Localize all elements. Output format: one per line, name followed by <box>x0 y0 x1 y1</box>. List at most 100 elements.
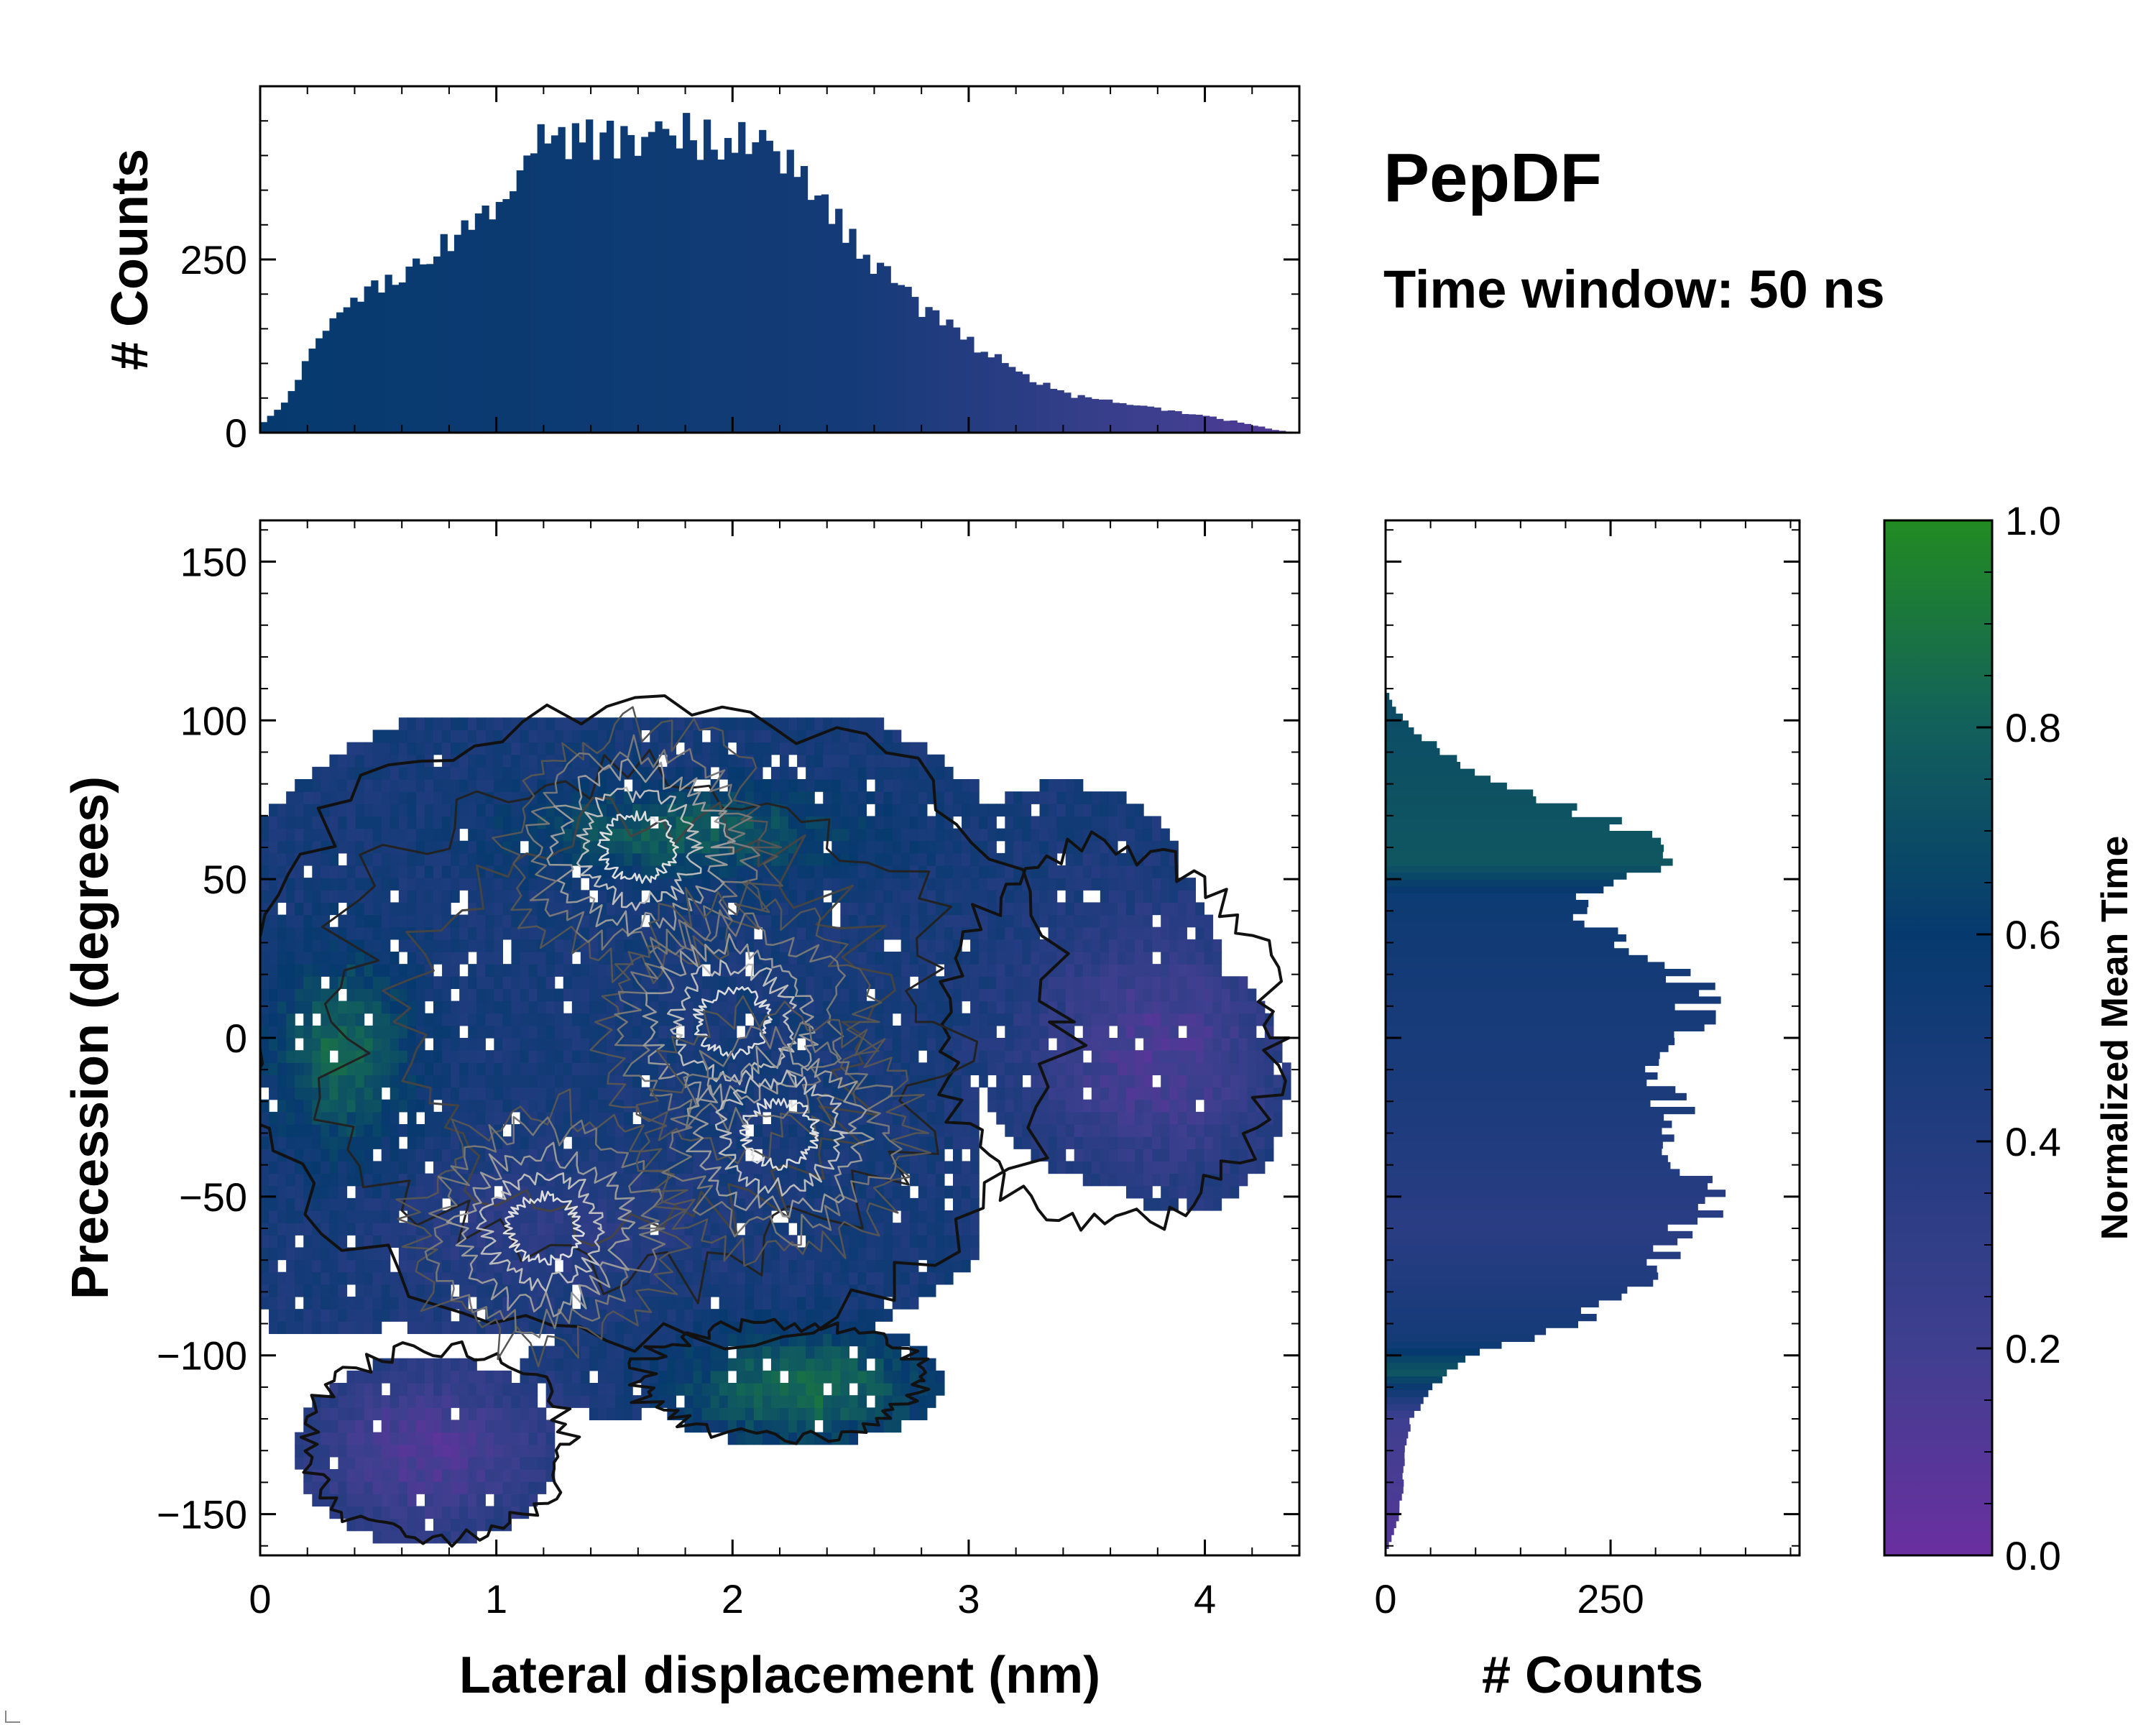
heatmap-cell <box>303 926 313 940</box>
heatmap-cell <box>650 779 659 792</box>
heatmap-cell <box>494 890 503 903</box>
heatmap-cell <box>1022 840 1032 854</box>
heatmap-cell <box>641 1284 650 1297</box>
heatmap-cell <box>468 890 477 903</box>
heatmap-cell <box>494 976 503 990</box>
heatmap-cell <box>658 1062 668 1076</box>
heatmap-cell <box>892 1000 902 1014</box>
heatmap-cell <box>329 865 339 878</box>
heatmap-cell <box>580 1111 590 1125</box>
heatmap-cell <box>658 1309 668 1322</box>
heatmap-cell <box>900 1235 911 1248</box>
heatmap-cell <box>831 742 841 755</box>
heatmap-cell <box>364 1161 374 1174</box>
heatmap-cell <box>753 1383 763 1396</box>
heatmap-cell <box>970 1185 980 1199</box>
heatmap-cell <box>442 1321 451 1335</box>
heatmap-cell <box>329 766 339 780</box>
heatmap-cell <box>875 939 885 952</box>
heatmap-cell <box>1013 952 1023 965</box>
heatmap-cell <box>849 988 859 1002</box>
heatmap-cell <box>840 791 849 804</box>
heatmap-cell <box>1031 952 1041 965</box>
heatmap-cell <box>849 1149 859 1162</box>
heatmap-cell <box>286 890 295 903</box>
heatmap-cell <box>676 766 686 780</box>
heatmap-cell <box>398 1444 408 1458</box>
heatmap-cell <box>468 754 477 768</box>
heatmap-cell <box>1005 1038 1014 1051</box>
heatmap-cell <box>372 1062 382 1076</box>
heatmap-cell <box>372 816 382 829</box>
heatmap-cell <box>381 1210 391 1223</box>
heatmap-cell <box>900 1025 911 1039</box>
heatmap-cell <box>1031 976 1041 990</box>
heatmap-cell <box>381 1025 391 1039</box>
heatmap-cell <box>476 1518 486 1532</box>
heatmap-cell <box>753 1346 763 1359</box>
heatmap-cell <box>494 1099 503 1113</box>
heatmap-cell <box>797 988 806 1002</box>
heatmap-cell <box>926 1235 936 1248</box>
heatmap-cell <box>875 1346 885 1359</box>
heatmap-cell <box>390 1210 400 1223</box>
heatmap-cell <box>979 1075 988 1088</box>
heatmap-cell <box>554 890 564 903</box>
heatmap-cell <box>372 1038 382 1051</box>
heatmap-cell <box>372 1235 382 1248</box>
heatmap-cell <box>624 1161 633 1174</box>
heatmap-cell <box>312 816 321 829</box>
heatmap-cell <box>321 1395 330 1408</box>
heatmap-cell <box>658 1383 668 1396</box>
heatmap-cell <box>451 1370 460 1384</box>
heatmap-cell <box>511 1075 521 1088</box>
heatmap-cell <box>295 1185 304 1199</box>
heatmap-cell <box>770 1284 780 1297</box>
heatmap-cell <box>909 1358 919 1371</box>
heatmap-cell <box>814 1297 824 1310</box>
heatmap-cell <box>831 1223 841 1236</box>
heatmap-cell <box>415 939 425 952</box>
heatmap-cell <box>831 1284 841 1297</box>
heatmap-cell <box>909 852 919 866</box>
heatmap-cell <box>329 1469 339 1482</box>
heatmap-cell <box>684 804 694 817</box>
heatmap-cell <box>866 1309 876 1322</box>
heatmap-cell <box>528 1444 538 1458</box>
heatmap-cell <box>580 1210 590 1223</box>
heatmap-cell <box>528 1185 538 1199</box>
heatmap-cell <box>451 1420 460 1433</box>
heatmap-cell <box>346 1025 356 1039</box>
heatmap-cell <box>390 1197 400 1211</box>
heatmap-cell <box>329 1309 339 1322</box>
heatmap-cell <box>468 1506 477 1519</box>
heatmap-cell <box>693 1420 703 1433</box>
heatmap-cell <box>502 1407 512 1421</box>
heatmap-cell <box>520 1050 530 1063</box>
heatmap-cell <box>433 1432 443 1445</box>
heatmap-cell <box>624 890 633 903</box>
heatmap-cell <box>295 1210 304 1223</box>
heatmap-cell <box>398 1506 408 1519</box>
heatmap-cell <box>355 1247 365 1261</box>
top-histogram-bar <box>592 160 600 433</box>
heatmap-cell <box>641 865 650 878</box>
heatmap-cell <box>753 730 763 743</box>
heatmap-cell <box>295 1111 304 1125</box>
heatmap-cell <box>727 865 737 878</box>
heatmap-cell <box>451 1506 460 1519</box>
heatmap-cell <box>537 1284 547 1297</box>
heatmap-cell <box>485 1481 494 1494</box>
heatmap-cell <box>372 1197 382 1211</box>
heatmap-cell <box>355 952 365 965</box>
heatmap-cell <box>295 1149 304 1162</box>
top-histogram-bar <box>565 159 573 433</box>
heatmap-cell <box>424 1149 434 1162</box>
heatmap-cell <box>831 779 841 792</box>
heatmap-cell <box>926 878 936 891</box>
heatmap-cell <box>814 742 824 755</box>
heatmap-cell <box>433 1420 443 1433</box>
heatmap-cell <box>797 791 806 804</box>
heatmap-cell <box>900 1197 911 1211</box>
heatmap-cell <box>528 1210 538 1223</box>
